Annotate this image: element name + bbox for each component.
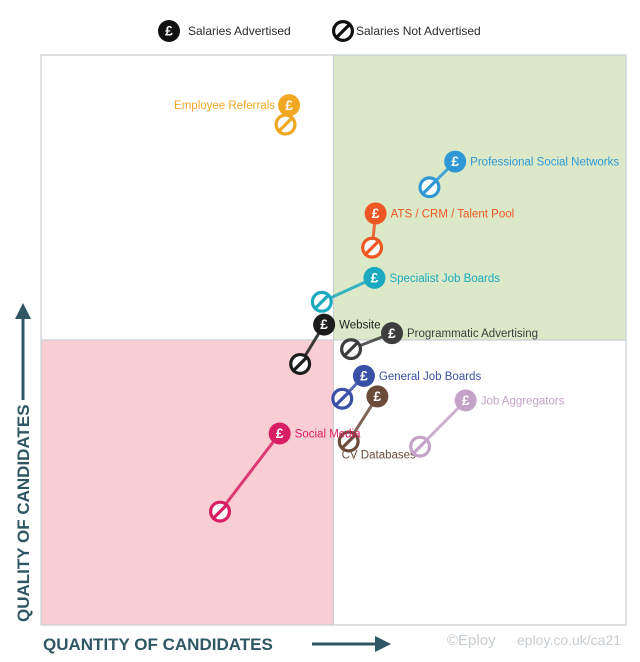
no-salary-icon <box>331 387 354 410</box>
eploy-logo: ©Eploy <box>447 632 496 649</box>
no-salary-icon <box>332 20 355 42</box>
point-label: Specialist Job Boards <box>389 273 500 285</box>
plot-area <box>40 54 627 626</box>
point-label: Social Media <box>295 428 361 440</box>
series-cv-databases: £ CV Databases <box>337 385 416 461</box>
svg-text:£: £ <box>320 317 328 332</box>
svg-text:£: £ <box>462 393 470 408</box>
point-label: CV Databases <box>342 449 416 461</box>
connector-line <box>218 432 281 513</box>
no-salary-icon <box>337 430 360 453</box>
point-label: General Job Boards <box>379 371 482 383</box>
legend: £ Salaries Advertised Salaries Not Adver… <box>158 20 481 42</box>
series-social-media: £ Social Media <box>209 422 361 523</box>
point-label: Job Aggregators <box>481 395 565 407</box>
pound-icon: £ <box>352 364 375 387</box>
legend-label-advertised: Salaries Advertised <box>188 24 291 38</box>
point-label: Professional Social Networks <box>470 157 619 169</box>
series-specialist-job-boards: £ Specialist Job Boards <box>310 266 500 313</box>
no-salary-icon <box>418 176 441 199</box>
point-label: Employee Referrals <box>174 100 275 112</box>
series-job-aggregators: £ Job Aggregators <box>409 389 565 458</box>
x-axis-title: QUANTITY OF CANDIDATES <box>43 635 273 654</box>
point-label: Website <box>339 320 380 332</box>
svg-text:£: £ <box>451 154 459 169</box>
pound-icon: £ <box>158 20 180 42</box>
pound-icon: £ <box>454 389 477 412</box>
pound-icon: £ <box>268 422 291 445</box>
data-points: £ Employee Referrals £ Professional Social … <box>174 94 619 523</box>
svg-text:£: £ <box>276 426 284 441</box>
no-salary-icon <box>310 290 333 313</box>
series-website: £ Website <box>289 313 380 375</box>
legend-item-advertised: £ Salaries Advertised <box>158 20 291 42</box>
point-label: ATS / CRM / Talent Pool <box>391 208 515 220</box>
svg-text:£: £ <box>374 389 382 404</box>
y-axis-arrow-icon <box>15 303 31 400</box>
series-employee-referrals: £ Employee Referrals <box>174 94 301 136</box>
point-label: Programmatic Advertising <box>407 328 538 340</box>
svg-text:£: £ <box>372 206 380 221</box>
eploy-url: eploy.co.uk/ca21 <box>517 632 621 648</box>
pound-icon: £ <box>444 150 467 173</box>
pound-icon: £ <box>381 322 403 345</box>
no-salary-icon <box>209 500 232 523</box>
svg-text:£: £ <box>388 326 396 341</box>
no-salary-icon <box>289 352 312 375</box>
series-programmatic-advertising: £ Programmatic Advertising <box>340 322 538 361</box>
svg-text:£: £ <box>360 369 368 384</box>
svg-text:£: £ <box>165 24 173 39</box>
pound-icon: £ <box>366 385 389 408</box>
svg-text:£: £ <box>371 270 379 285</box>
series-professional-social-networks: £ Professional Social Networks <box>418 150 619 199</box>
quadrant-top-right <box>333 55 626 340</box>
series-general-job-boards: £ General Job Boards <box>331 364 482 410</box>
pound-icon: £ <box>313 313 336 336</box>
legend-item-not-advertised: Salaries Not Advertised <box>332 20 481 42</box>
series-ats-crm-talent-pool: £ ATS / CRM / Talent Pool <box>361 202 515 259</box>
svg-text:£: £ <box>285 98 293 113</box>
y-axis: QUALITY OF CANDIDATES <box>14 303 33 622</box>
x-axis: QUANTITY OF CANDIDATES <box>43 635 391 654</box>
no-salary-icon <box>409 435 432 458</box>
no-salary-icon <box>340 338 363 361</box>
plot-border <box>40 54 627 626</box>
credit: ©Eploy eploy.co.uk/ca21 <box>447 632 621 649</box>
quadrant-bottom-left <box>41 340 334 625</box>
pound-icon: £ <box>363 266 386 289</box>
pound-icon: £ <box>278 94 301 117</box>
y-axis-title: QUALITY OF CANDIDATES <box>14 404 33 622</box>
no-salary-icon <box>274 113 297 136</box>
pound-icon: £ <box>364 202 387 225</box>
x-axis-arrow-icon <box>312 636 391 652</box>
no-salary-icon <box>361 236 384 259</box>
legend-label-not-advertised: Salaries Not Advertised <box>356 24 481 38</box>
